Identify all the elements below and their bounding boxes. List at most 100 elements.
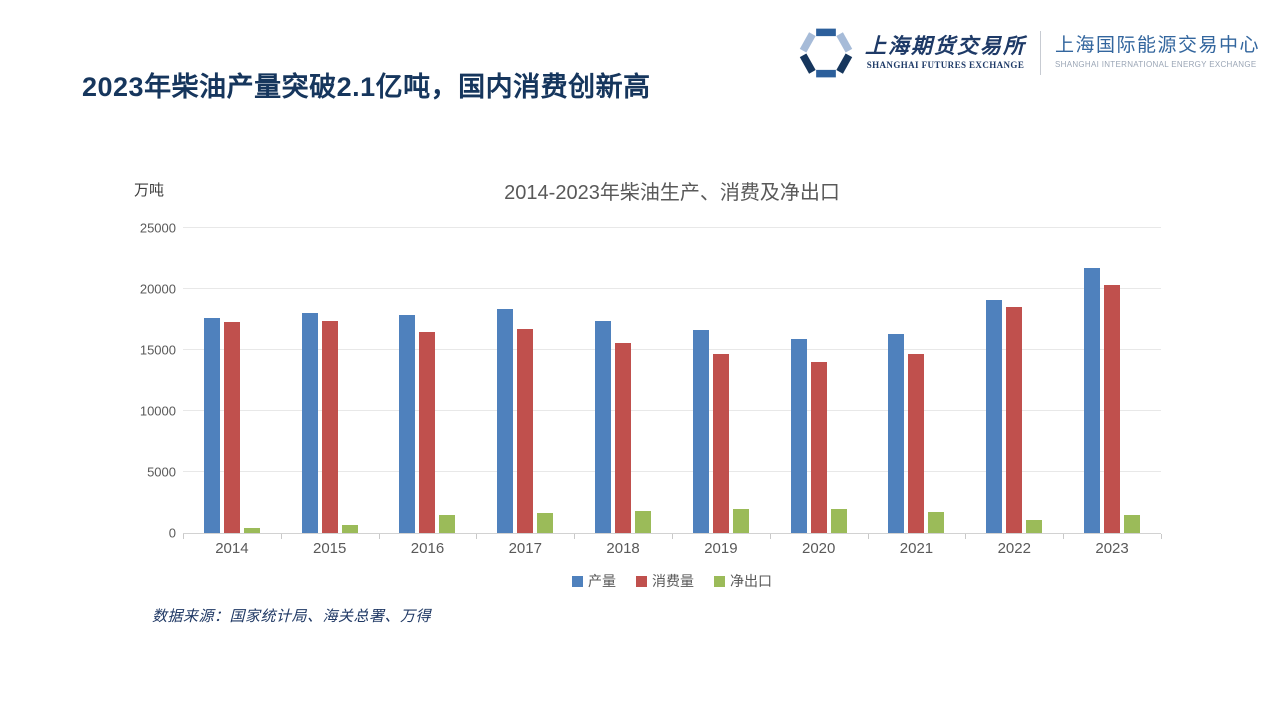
- bar-group-2022: [965, 228, 1063, 533]
- y-tick-label: 25000: [139, 220, 176, 236]
- bar-消费量-2014: [223, 321, 240, 533]
- legend-label: 产量: [588, 573, 616, 589]
- bar-净出口-2019: [732, 508, 749, 533]
- bar-消费量-2019: [712, 354, 729, 533]
- bar-产量-2019: [692, 329, 709, 533]
- bar-净出口-2014: [243, 528, 260, 533]
- legend-label: 消费量: [652, 573, 694, 589]
- y-tick-label: 10000: [139, 403, 176, 419]
- x-tick-label: 2015: [313, 540, 347, 557]
- sfe-cn-name: 上海期货交易所: [864, 34, 1026, 58]
- x-tick-label: 2019: [704, 540, 738, 557]
- plot-area: [183, 227, 1162, 539]
- gridline: [183, 471, 1161, 472]
- bar-净出口-2020: [830, 509, 847, 533]
- bar-消费量-2021: [908, 353, 925, 533]
- bar-group-2014: [183, 228, 281, 533]
- legend-item-消费量: 消费量: [636, 571, 694, 591]
- axis-tick: [280, 534, 282, 539]
- bar-group-2018: [574, 228, 672, 533]
- bar-消费量-2016: [419, 331, 436, 533]
- gridline: [183, 410, 1161, 411]
- bar-产量-2017: [497, 309, 514, 533]
- axis-tick: [769, 534, 771, 539]
- bar-产量-2015: [301, 313, 318, 533]
- source-note: 数据来源：国家统计局、海关总署、万得: [152, 608, 432, 625]
- bar-groups: [183, 228, 1161, 533]
- bar-净出口-2023: [1124, 515, 1141, 533]
- hexagon-logo-icon: [797, 24, 855, 82]
- x-tick-label: 2023: [1095, 540, 1129, 557]
- y-tick-label: 20000: [139, 281, 176, 297]
- axis-tick: [1063, 534, 1065, 539]
- logo-divider: [1039, 31, 1041, 75]
- y-axis-unit-label: 万吨: [134, 182, 165, 199]
- legend-item-产量: 产量: [572, 571, 616, 591]
- bar-产量-2023: [1084, 268, 1101, 533]
- sfe-en-name: SHANGHAI FUTURES EXCHANGE: [866, 60, 1025, 71]
- bar-group-2017: [476, 228, 574, 533]
- bar-消费量-2015: [321, 321, 338, 533]
- bar-group-2020: [770, 228, 868, 533]
- ine-cn-name: 上海国际能源交易中心: [1054, 35, 1260, 57]
- bar-净出口-2017: [537, 513, 554, 533]
- axis-tick: [965, 534, 967, 539]
- bar-净出口-2018: [635, 511, 652, 533]
- bar-净出口-2015: [341, 525, 358, 533]
- x-tick-label: 2017: [508, 540, 542, 557]
- bar-净出口-2021: [928, 512, 945, 533]
- gridline: [183, 227, 1161, 228]
- axis-tick: [672, 534, 673, 539]
- x-tick-label: 2018: [606, 540, 640, 557]
- bar-消费量-2022: [1006, 307, 1023, 533]
- bar-产量-2016: [399, 314, 416, 533]
- y-tick-label: 5000: [147, 464, 176, 480]
- bar-消费量-2017: [517, 329, 534, 533]
- bar-产量-2021: [888, 333, 905, 533]
- bar-消费量-2020: [810, 361, 827, 533]
- legend-label: 净出口: [730, 573, 772, 589]
- x-tick-label: 2021: [899, 540, 934, 557]
- x-tick-label: 2016: [410, 540, 445, 557]
- legend-item-净出口: 净出口: [714, 571, 772, 591]
- page-title: 2023年柴油产量突破2.1亿吨，国内消费创新高: [82, 72, 651, 103]
- bar-group-2015: [281, 228, 379, 533]
- exchange-logo: 上海期货交易所 SHANGHAI FUTURES EXCHANGE 上海国际能源…: [797, 24, 1260, 82]
- axis-tick: [1161, 534, 1162, 539]
- y-axis-labels: 0 5000 10000 15000 20000 25000: [100, 221, 176, 541]
- ine-en-name: SHANGHAI INTERNATIONAL ENERGY EXCHANGE: [1054, 60, 1257, 70]
- bar-group-2019: [672, 228, 770, 533]
- bar-group-2023: [1063, 228, 1161, 533]
- ine-name-block: 上海国际能源交易中心 SHANGHAI INTERNATIONAL ENERGY…: [1054, 35, 1260, 70]
- axis-ticks: [183, 533, 1162, 539]
- x-tick-label: 2014: [215, 540, 249, 557]
- bar-消费量-2023: [1104, 284, 1121, 533]
- bar-产量-2018: [595, 320, 612, 533]
- x-tick-label: 2022: [997, 540, 1031, 557]
- legend: 产量 消费量 净出口: [183, 571, 1161, 591]
- bar-产量-2020: [790, 339, 807, 533]
- legend-swatch-icon: [636, 575, 647, 587]
- gridline: [183, 349, 1161, 350]
- chart-title: 2014-2023年柴油生产、消费及净出口: [504, 182, 840, 204]
- bar-产量-2014: [203, 317, 220, 533]
- legend-swatch-icon: [572, 575, 583, 587]
- sfe-name-block: 上海期货交易所 SHANGHAI FUTURES EXCHANGE: [864, 34, 1026, 71]
- axis-tick: [183, 534, 184, 539]
- bar-group-2021: [868, 228, 966, 533]
- bar-消费量-2018: [615, 342, 632, 533]
- bar-group-2016: [379, 228, 477, 533]
- y-tick-label: 15000: [139, 342, 176, 358]
- x-tick-label: 2020: [801, 540, 836, 557]
- gridline: [183, 288, 1161, 289]
- bar-产量-2022: [986, 299, 1003, 533]
- x-axis-labels: 2014 2015 2016 2017 2018 2019 2020 2021 2022 2023: [183, 540, 1161, 557]
- y-tick-label: 0: [168, 525, 176, 541]
- axis-tick: [574, 534, 576, 539]
- legend-swatch-icon: [714, 575, 725, 587]
- axis-tick: [378, 534, 380, 539]
- bar-净出口-2016: [439, 515, 456, 533]
- bar-净出口-2022: [1026, 520, 1043, 533]
- axis-tick: [867, 534, 869, 539]
- axis-tick: [476, 534, 478, 539]
